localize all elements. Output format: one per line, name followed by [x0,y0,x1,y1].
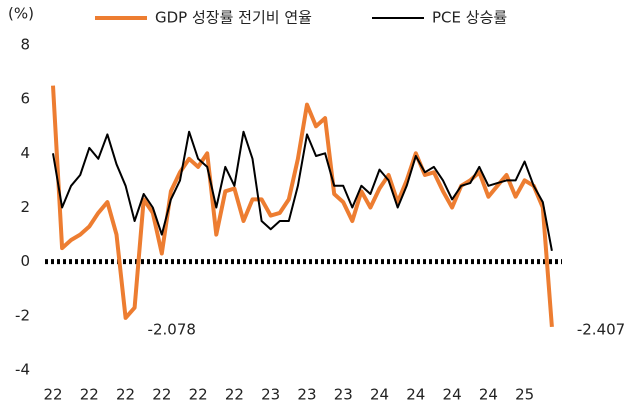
x-tick-label: 22 [152,386,171,404]
x-tick-label: 24 [406,386,425,404]
y-tick-label: -4 [15,361,30,379]
x-tick-label: 24 [443,386,462,404]
annotation: -2.078 [148,320,196,338]
x-tick-label: 24 [479,386,498,404]
x-tick-label: 25 [515,386,534,404]
x-tick-label: 23 [297,386,316,404]
y-tick-label: 4 [20,144,30,162]
x-tick-label: 22 [116,386,135,404]
x-tick-label: 22 [80,386,99,404]
x-tick-label: 22 [189,386,208,404]
legend-label: PCE 상승률 [432,9,507,27]
annotation: -2.407 [577,320,625,338]
x-tick-label: 24 [370,386,389,404]
y-tick-label: -2 [15,306,30,324]
y-tick-label: 6 [20,90,30,108]
legend-label: GDP 성장률 전기비 연율 [155,9,312,27]
y-axis-label: (%) [8,5,34,23]
x-tick-label: 23 [261,386,280,404]
y-tick-label: 0 [20,252,30,270]
series-line [52,130,553,251]
x-tick-label: 23 [334,386,353,404]
y-tick-label: 8 [20,36,30,54]
x-tick-label: 22 [43,386,62,404]
series-line [51,85,554,328]
x-tick-label: 22 [225,386,244,404]
y-tick-label: 2 [20,198,30,216]
